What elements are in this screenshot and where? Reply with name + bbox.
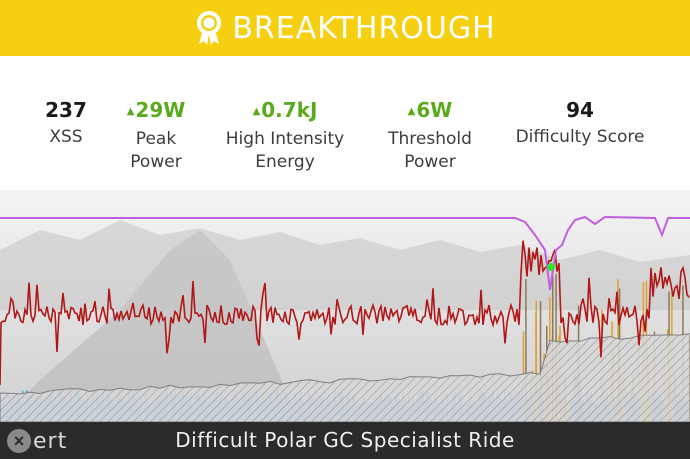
- breakthrough-banner: BREAKTHROUGH: [0, 0, 690, 56]
- interval-spike: [539, 300, 542, 422]
- activity-chart: [0, 190, 690, 422]
- stat-label: Peak Power: [130, 129, 182, 172]
- ride-title: Difficult Polar GC Specialist Ride: [175, 428, 515, 452]
- stat-value: 237: [45, 98, 87, 122]
- xert-x-icon: ×: [7, 429, 31, 453]
- stat-peak-power: ▲29W Peak Power: [127, 98, 186, 174]
- stat-label: Threshold Power: [388, 129, 472, 172]
- logo-wordmark: ert: [33, 428, 68, 454]
- stat-label: Difficulty Score: [515, 127, 645, 147]
- stat-value: ▲29W: [126, 98, 186, 122]
- footer-bar: × ert Difficult Polar GC Specialist Ride: [0, 422, 690, 459]
- trend-up-icon: ▲: [252, 106, 261, 117]
- stat-xss: 237 XSS: [45, 98, 87, 149]
- stat-value: 94: [566, 98, 594, 122]
- stat-label: High Intensity Energy: [225, 129, 345, 172]
- xert-logo: × ert: [7, 427, 67, 455]
- banner-title: BREAKTHROUGH: [232, 10, 496, 46]
- stat-high-intensity-energy: ▲0.7kJ High Intensity Energy: [226, 98, 344, 174]
- stat-value: ▲0.7kJ: [252, 98, 318, 122]
- activity-chart-svg: [0, 190, 690, 422]
- stat-label: XSS: [49, 127, 83, 147]
- breakthrough-point: [547, 263, 555, 271]
- stat-difficulty-score: 94 Difficulty Score: [516, 98, 645, 149]
- trend-up-icon: ▲: [126, 106, 135, 117]
- mpa-line: [0, 215, 690, 291]
- stats-panel: 237 XSS ▲29W Peak Power ▲0.7kJ High Inten…: [0, 56, 690, 190]
- stat-threshold-power: ▲6W Threshold Power: [388, 98, 472, 174]
- interval-spike: [525, 278, 527, 422]
- power-line: [0, 240, 690, 386]
- interval-spike: [535, 300, 537, 422]
- trend-up-icon: ▲: [407, 106, 416, 117]
- training-load-area: [0, 333, 690, 422]
- background-trees: [0, 220, 690, 310]
- stat-value: ▲6W: [407, 98, 453, 122]
- award-ribbon-icon: [197, 11, 222, 45]
